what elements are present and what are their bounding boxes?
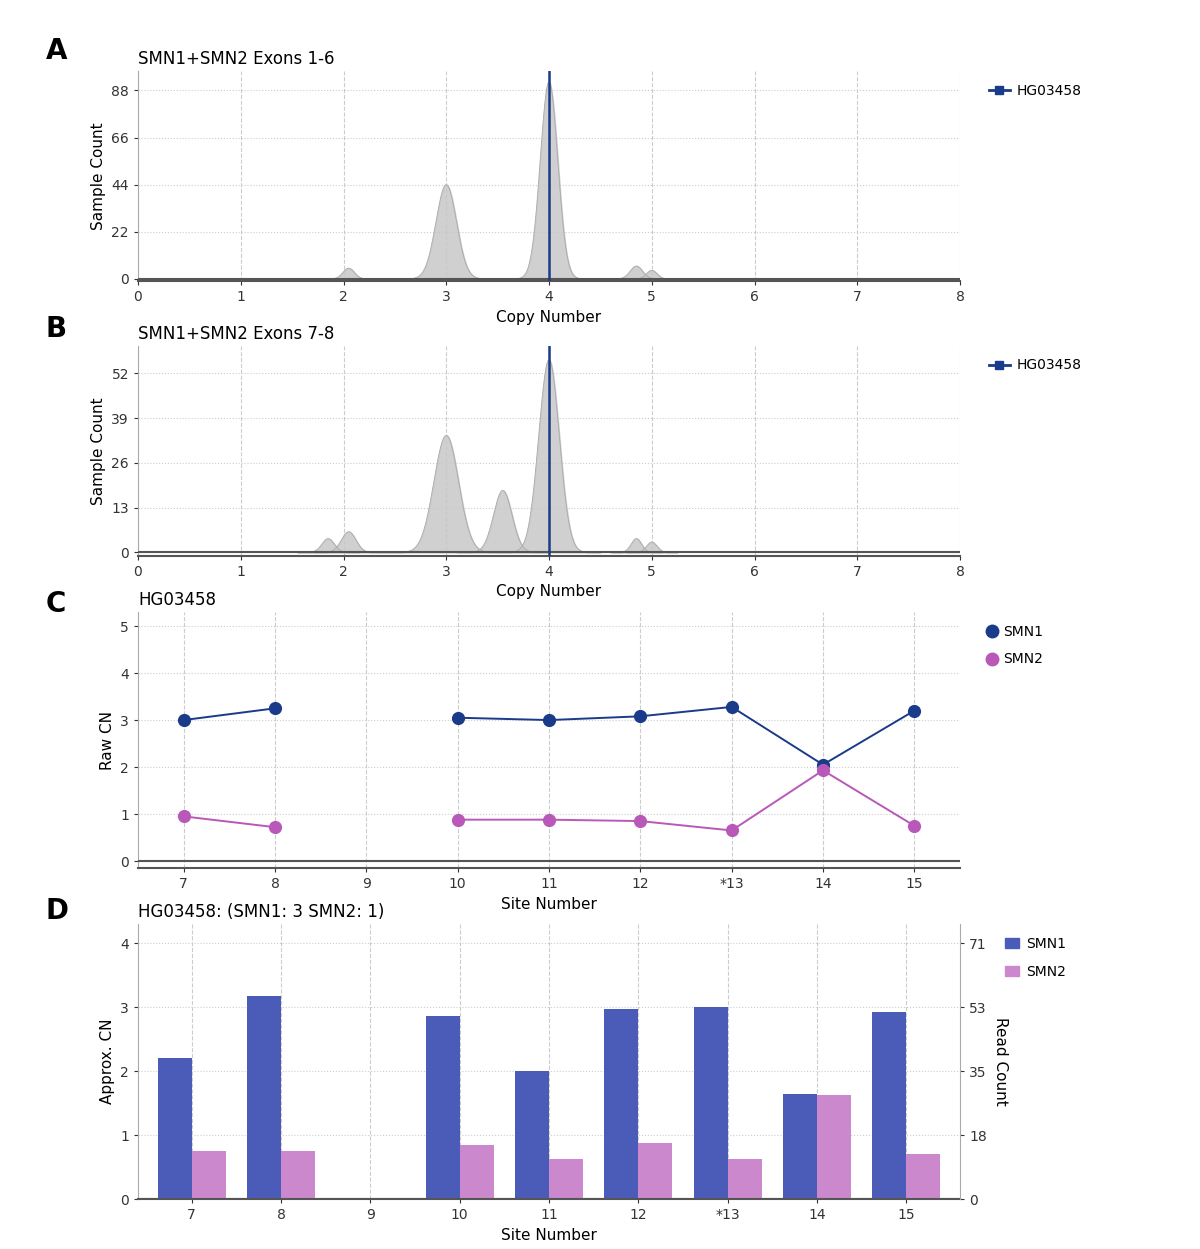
Y-axis label: Sample Count: Sample Count	[91, 397, 106, 505]
Bar	[192, 1152, 226, 1199]
Legend: SMN1, SMN2: SMN1, SMN2	[983, 620, 1049, 672]
Point	[448, 809, 467, 829]
Y-axis label: Read Count: Read Count	[992, 1017, 1008, 1107]
Point	[905, 816, 924, 836]
Bar	[515, 1072, 550, 1199]
Point	[631, 811, 650, 831]
Legend: HG03458: HG03458	[983, 79, 1087, 104]
Y-axis label: Sample Count: Sample Count	[91, 122, 106, 230]
Bar	[605, 1009, 638, 1199]
Point	[631, 707, 650, 727]
Bar	[638, 1143, 672, 1199]
Bar	[784, 1094, 817, 1199]
Bar	[727, 1159, 762, 1199]
Text: HG03458: HG03458	[138, 591, 216, 610]
Text: C: C	[46, 590, 66, 617]
Bar	[872, 1012, 906, 1199]
Bar	[426, 1015, 460, 1199]
Bar	[460, 1145, 493, 1199]
Bar	[906, 1154, 941, 1199]
Bar	[694, 1008, 727, 1199]
Bar	[550, 1159, 583, 1199]
Point	[722, 697, 742, 717]
Point	[814, 761, 833, 781]
Point	[265, 817, 284, 837]
X-axis label: Site Number: Site Number	[502, 1228, 596, 1243]
Point	[814, 754, 833, 774]
Y-axis label: Approx. CN: Approx. CN	[100, 1019, 114, 1104]
Point	[905, 701, 924, 721]
Point	[540, 711, 559, 731]
X-axis label: Copy Number: Copy Number	[497, 585, 601, 600]
Y-axis label: Raw CN: Raw CN	[100, 711, 114, 769]
Legend: HG03458: HG03458	[983, 353, 1087, 378]
Point	[174, 711, 193, 731]
Point	[540, 809, 559, 829]
Text: HG03458: (SMN1: 3 SMN2: 1): HG03458: (SMN1: 3 SMN2: 1)	[138, 903, 384, 922]
Text: SMN1+SMN2 Exons 7-8: SMN1+SMN2 Exons 7-8	[138, 325, 335, 343]
Text: D: D	[46, 897, 68, 924]
X-axis label: Site Number: Site Number	[502, 897, 596, 912]
Text: A: A	[46, 37, 67, 65]
Point	[174, 807, 193, 827]
Point	[448, 708, 467, 728]
Bar	[817, 1095, 851, 1199]
Point	[265, 698, 284, 718]
Bar	[281, 1152, 314, 1199]
Text: B: B	[46, 315, 67, 342]
Bar	[157, 1058, 192, 1199]
Point	[722, 821, 742, 841]
Legend: SMN1, SMN2: SMN1, SMN2	[1000, 932, 1072, 984]
Bar	[247, 997, 281, 1199]
X-axis label: Copy Number: Copy Number	[497, 310, 601, 325]
Text: SMN1+SMN2 Exons 1-6: SMN1+SMN2 Exons 1-6	[138, 50, 335, 69]
